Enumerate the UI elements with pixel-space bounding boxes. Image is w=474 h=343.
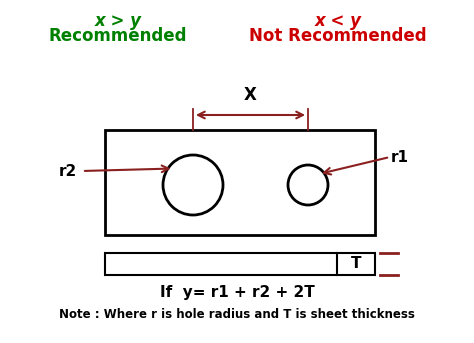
Text: Not Recommended: Not Recommended [249,27,427,45]
Text: r2: r2 [59,164,77,178]
Text: T: T [351,257,361,272]
Circle shape [163,155,223,215]
Bar [105,253,375,275]
Text: Note : Where r is hole radius and T is sheet thickness: Note : Where r is hole radius and T is s… [59,308,415,321]
Text: If  y= r1 + r2 + 2T: If y= r1 + r2 + 2T [160,285,314,300]
Text: Recommended: Recommended [49,27,187,45]
Text: x < y: x < y [315,12,362,30]
Circle shape [288,165,328,205]
Text: r1: r1 [391,150,409,165]
Text: x > y: x > y [94,12,142,30]
Text: X: X [244,86,257,104]
Bar [105,130,375,235]
